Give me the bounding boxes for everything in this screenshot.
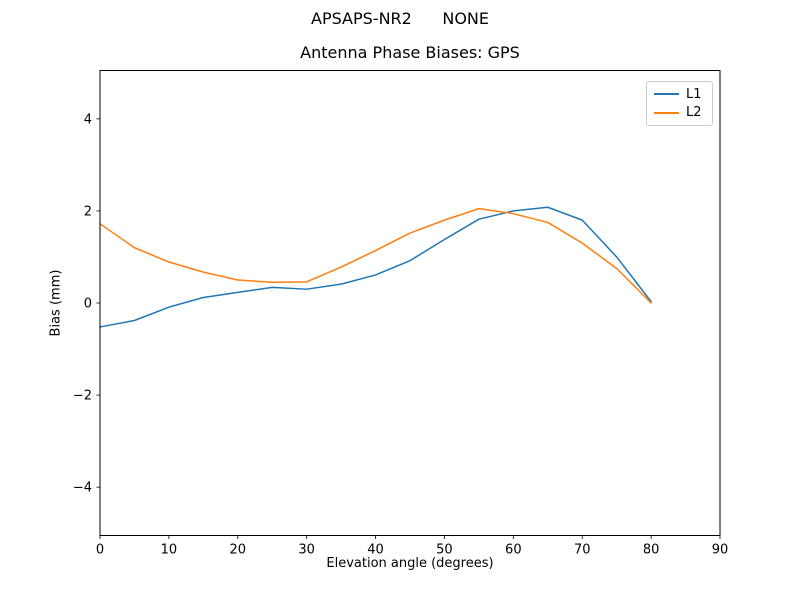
x-tick-label: 10 [161,543,178,558]
x-tick-label: 0 [96,543,104,558]
x-tick-label: 70 [574,543,591,558]
legend-label-l1: L1 [686,86,702,102]
series-line-l2 [99,207,652,304]
y-tick-label: 4 [84,112,92,127]
x-tick-label: 60 [505,543,522,558]
y-tick-label: −2 [73,389,92,404]
axes-frame [99,70,721,536]
x-tick-label: 90 [712,543,729,558]
legend-line-swatch-l1 [654,93,679,96]
series-line-l1 [99,206,652,328]
legend-line-swatch-l2 [654,111,679,114]
x-axis-label: Elevation angle (degrees) [326,556,494,571]
legend: L1 L2 [646,81,713,126]
axes-title: Antenna Phase Biases: GPS [300,43,520,62]
legend-item-l1: L1 [654,88,705,101]
y-axis-label: Bias (mm) [48,269,64,337]
figure-suptitle: APSAPS-NR2 NONE [311,9,489,28]
y-tick-label: 2 [84,204,92,219]
x-tick-label: 20 [230,543,247,558]
y-tick-label: 0 [84,297,92,312]
x-tick-label: 50 [436,543,453,558]
x-tick-label: 30 [298,543,315,558]
x-tick-label: 80 [643,543,660,558]
legend-label-l2: L2 [686,105,702,121]
y-tick-label: −4 [73,481,92,496]
legend-item-l2: L2 [654,106,705,119]
x-tick-label: 40 [367,543,384,558]
